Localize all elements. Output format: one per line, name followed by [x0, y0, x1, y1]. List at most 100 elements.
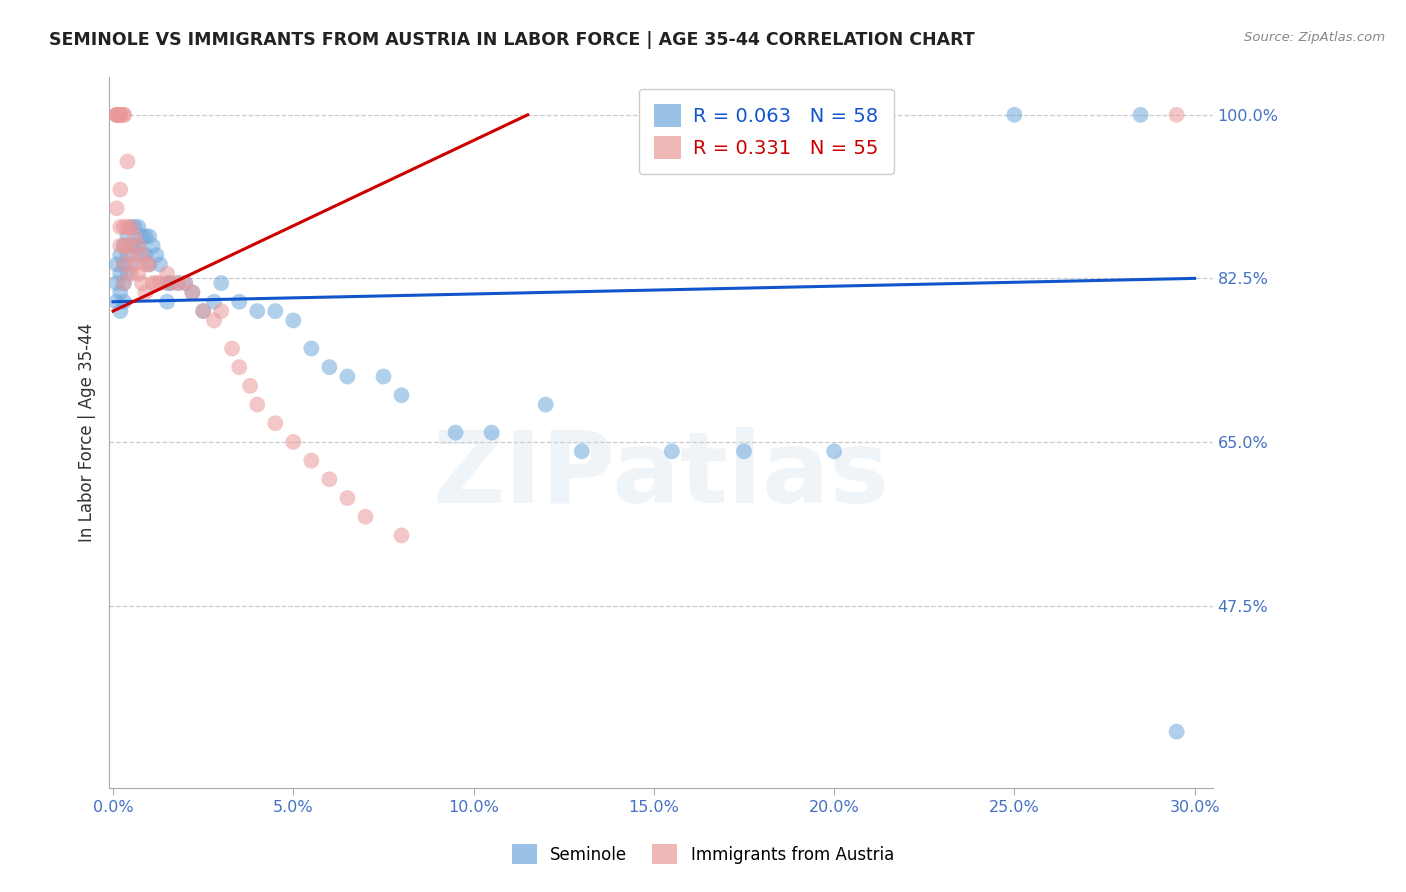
- Point: [117, 248, 139, 262]
- Point: [124, 219, 146, 234]
- Point: [112, 257, 135, 271]
- Point: [117, 229, 139, 244]
- Point: [156, 267, 179, 281]
- Point: [120, 248, 142, 262]
- Point: [120, 219, 142, 234]
- Point: [105, 108, 128, 122]
- Point: [117, 219, 139, 234]
- Point: [120, 267, 142, 281]
- Point: [156, 294, 179, 309]
- Point: [131, 276, 153, 290]
- Point: [193, 304, 215, 318]
- Point: [110, 183, 132, 197]
- Point: [661, 444, 683, 458]
- Legend: Seminole, Immigrants from Austria: Seminole, Immigrants from Austria: [505, 838, 901, 871]
- Point: [228, 294, 250, 309]
- Point: [134, 285, 156, 300]
- Point: [318, 472, 340, 486]
- Point: [733, 444, 755, 458]
- Point: [117, 154, 139, 169]
- Text: ZIPatlas: ZIPatlas: [433, 426, 890, 524]
- Point: [202, 313, 225, 327]
- Point: [134, 229, 156, 244]
- Point: [105, 108, 128, 122]
- Point: [246, 398, 269, 412]
- Point: [159, 276, 181, 290]
- Point: [167, 276, 190, 290]
- Point: [1129, 108, 1152, 122]
- Point: [120, 219, 142, 234]
- Point: [209, 276, 232, 290]
- Point: [127, 267, 149, 281]
- Point: [481, 425, 503, 440]
- Point: [391, 528, 413, 542]
- Point: [110, 238, 132, 252]
- Point: [193, 304, 215, 318]
- Point: [283, 313, 305, 327]
- Point: [105, 108, 128, 122]
- Point: [534, 398, 557, 412]
- Point: [142, 276, 165, 290]
- Point: [174, 276, 197, 290]
- Point: [318, 360, 340, 375]
- Point: [149, 257, 172, 271]
- Point: [110, 267, 132, 281]
- Point: [142, 238, 165, 252]
- Point: [112, 219, 135, 234]
- Point: [239, 379, 262, 393]
- Point: [134, 248, 156, 262]
- Point: [138, 229, 160, 244]
- Point: [110, 248, 132, 262]
- Point: [174, 276, 197, 290]
- Point: [221, 342, 243, 356]
- Point: [120, 257, 142, 271]
- Point: [127, 219, 149, 234]
- Point: [131, 248, 153, 262]
- Point: [110, 304, 132, 318]
- Text: Source: ZipAtlas.com: Source: ZipAtlas.com: [1244, 31, 1385, 45]
- Point: [112, 238, 135, 252]
- Point: [1002, 108, 1025, 122]
- Point: [112, 108, 135, 122]
- Point: [444, 425, 467, 440]
- Point: [112, 257, 135, 271]
- Point: [391, 388, 413, 402]
- Y-axis label: In Labor Force | Age 35-44: In Labor Force | Age 35-44: [79, 323, 96, 542]
- Point: [149, 276, 172, 290]
- Point: [181, 285, 204, 300]
- Point: [264, 304, 287, 318]
- Point: [105, 202, 128, 216]
- Point: [336, 491, 359, 505]
- Point: [228, 360, 250, 375]
- Text: SEMINOLE VS IMMIGRANTS FROM AUSTRIA IN LABOR FORCE | AGE 35-44 CORRELATION CHART: SEMINOLE VS IMMIGRANTS FROM AUSTRIA IN L…: [49, 31, 974, 49]
- Point: [127, 238, 149, 252]
- Point: [823, 444, 845, 458]
- Point: [571, 444, 593, 458]
- Point: [159, 276, 181, 290]
- Point: [167, 276, 190, 290]
- Point: [110, 219, 132, 234]
- Point: [124, 229, 146, 244]
- Point: [112, 238, 135, 252]
- Point: [138, 257, 160, 271]
- Point: [105, 257, 128, 271]
- Point: [124, 238, 146, 252]
- Point: [124, 257, 146, 271]
- Point: [145, 248, 167, 262]
- Point: [131, 229, 153, 244]
- Point: [127, 238, 149, 252]
- Point: [373, 369, 395, 384]
- Point: [117, 267, 139, 281]
- Legend: R = 0.063   N = 58, R = 0.331   N = 55: R = 0.063 N = 58, R = 0.331 N = 55: [638, 88, 894, 174]
- Point: [110, 285, 132, 300]
- Point: [209, 304, 232, 318]
- Point: [112, 294, 135, 309]
- Point: [112, 276, 135, 290]
- Point: [112, 276, 135, 290]
- Point: [1166, 108, 1188, 122]
- Point: [110, 108, 132, 122]
- Point: [105, 294, 128, 309]
- Point: [120, 238, 142, 252]
- Point: [246, 304, 269, 318]
- Point: [105, 276, 128, 290]
